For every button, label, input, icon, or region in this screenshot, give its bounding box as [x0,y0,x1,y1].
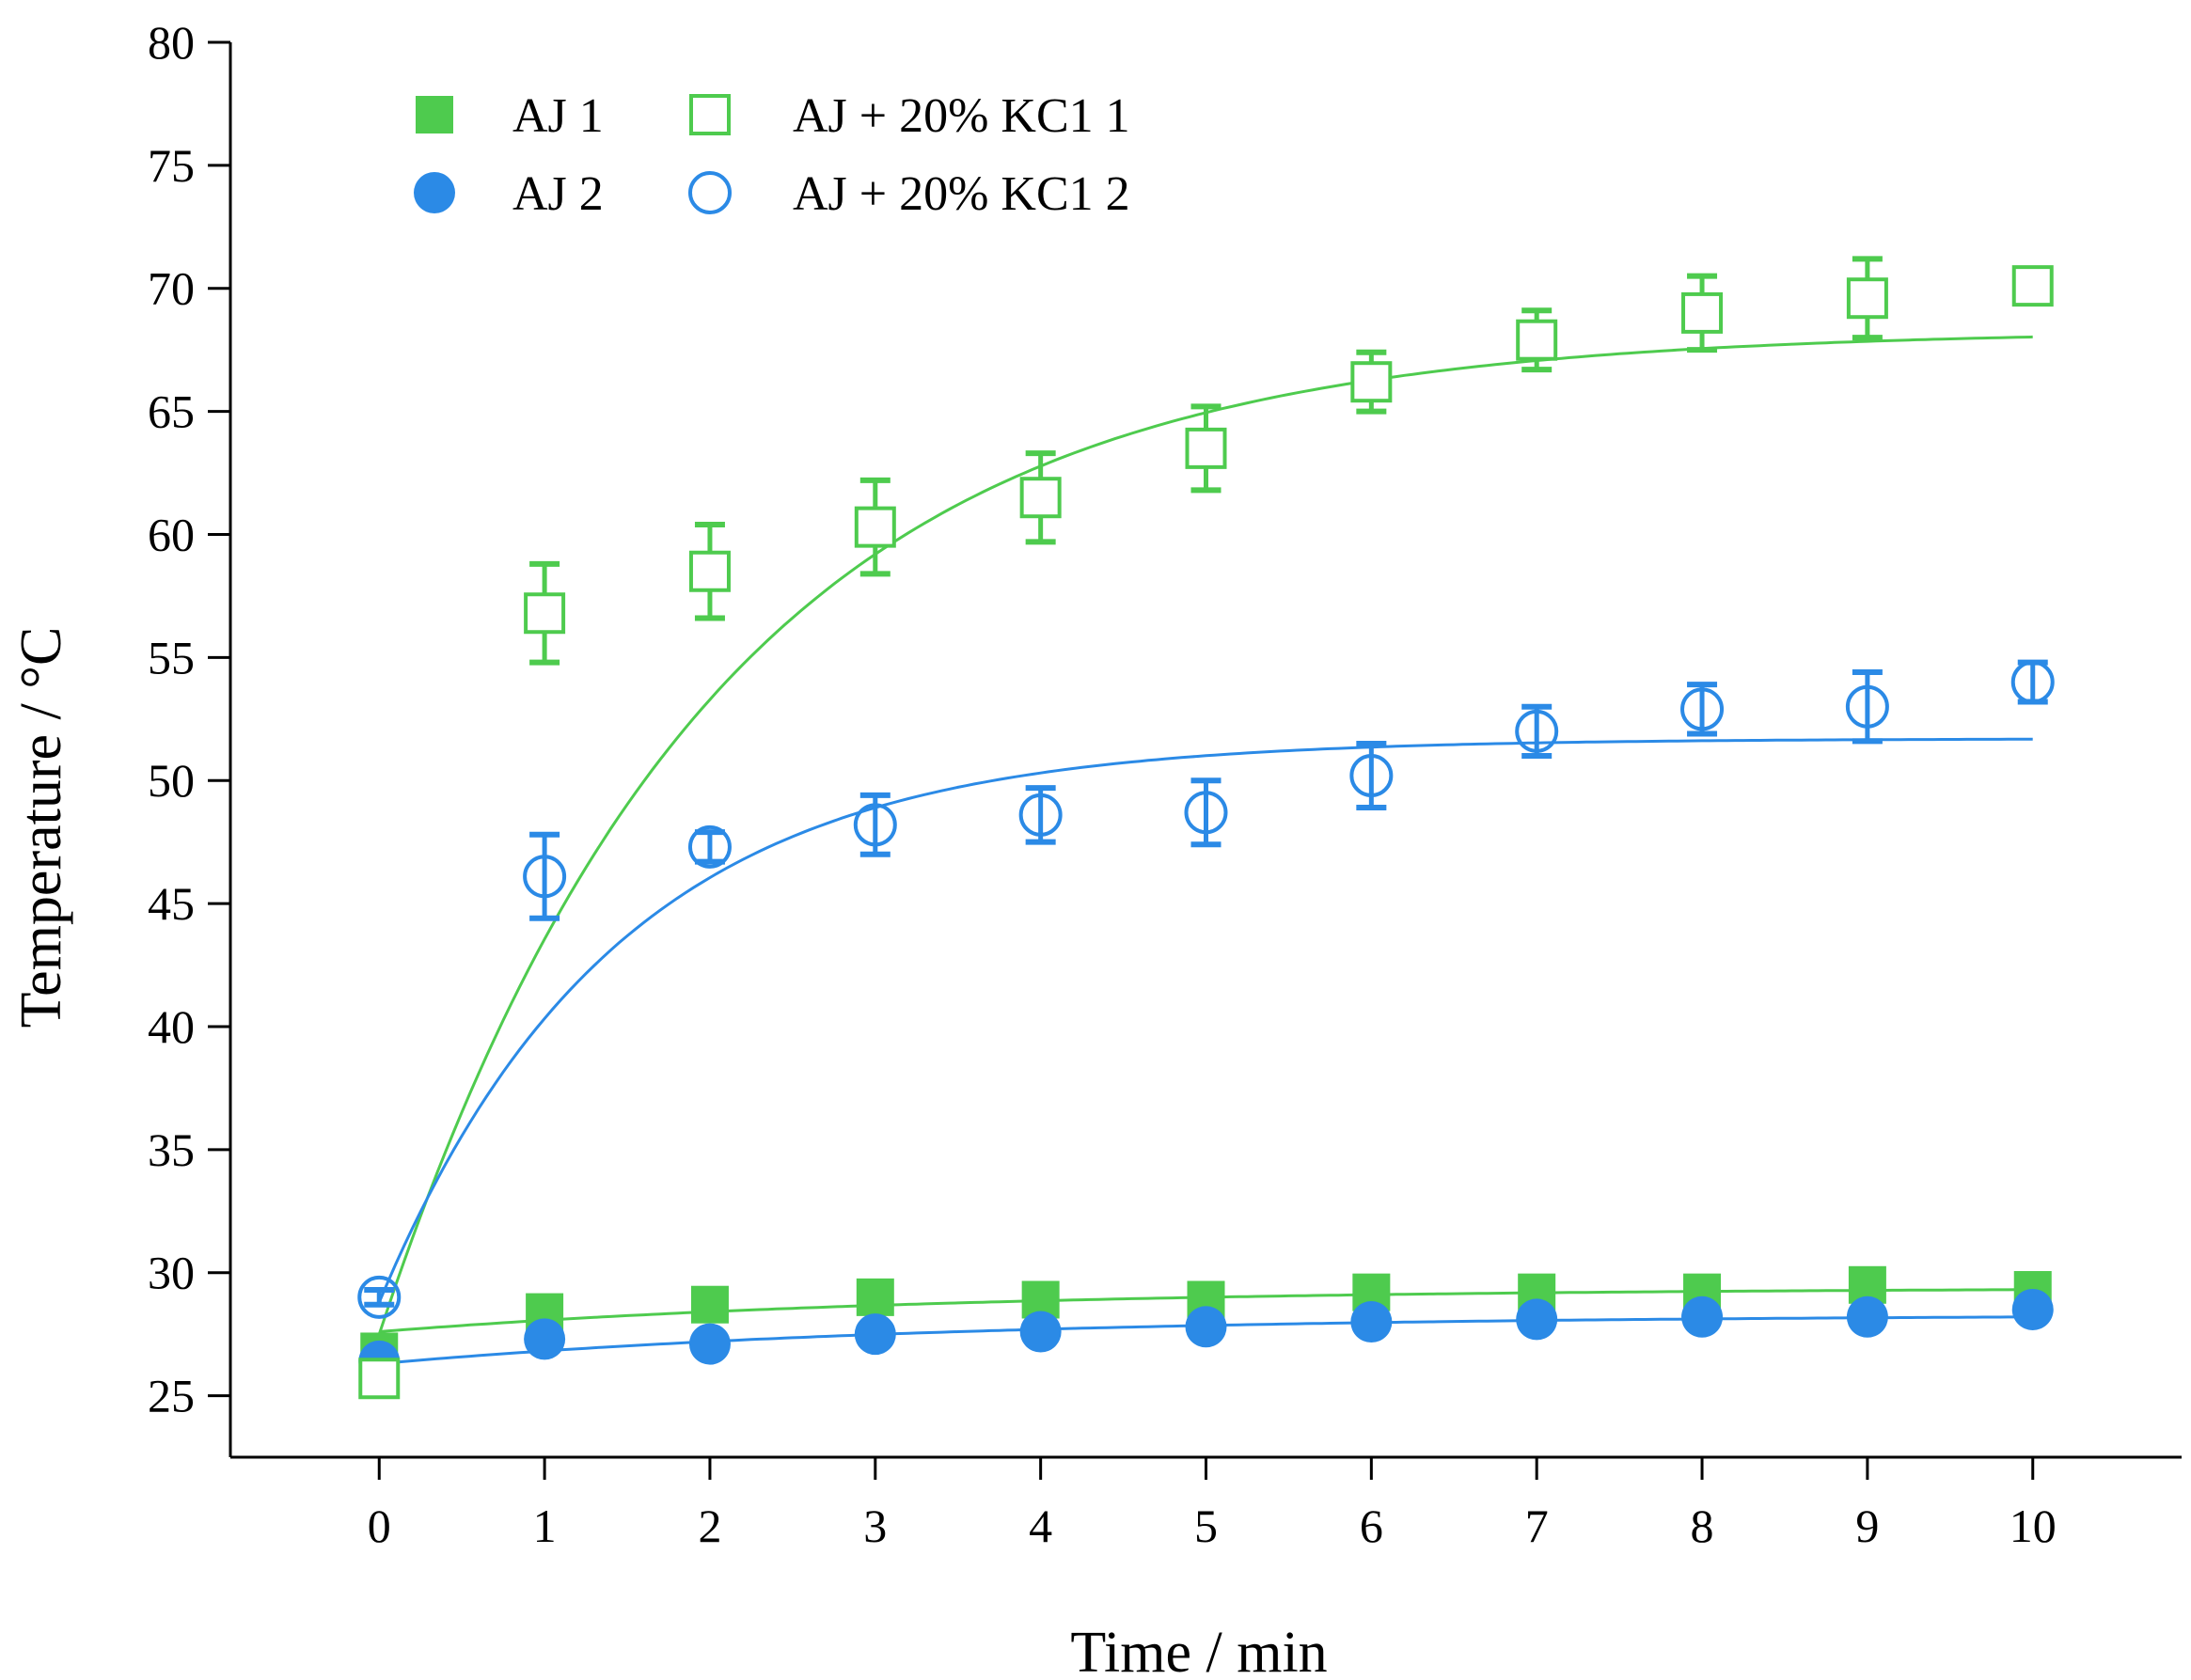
x-tick-label: 2 [698,1499,721,1552]
y-tick-label: 55 [148,631,195,683]
y-tick-label: 45 [148,877,195,930]
y-tick-label: 70 [148,262,195,315]
data-point-series-4 [1184,791,1228,835]
error-bar [1521,703,1553,760]
data-point-series-4 [853,803,897,847]
data-point-series-4 [357,1275,402,1319]
data-point-series-3 [358,1358,401,1400]
legend: AJ 1 AJ 2 AJ + 20% KC1 1 AJ + 20% KC1 2 [414,89,1130,221]
data-point-series-4 [523,855,567,899]
data-point-series-2 [1681,1295,1724,1338]
y-tick-label: 30 [148,1247,195,1299]
legend-label: AJ + 20% KC1 1 [793,89,1130,143]
data-point-series-4 [1515,709,1559,753]
y-axis-title: Temperature / °C [9,627,73,1028]
error-bar [1852,669,1883,745]
legend-item: AJ 2 [414,167,604,221]
x-tick-label: 8 [1691,1499,1714,1552]
data-point-series-3 [524,592,566,635]
legend-label: AJ 2 [512,167,604,221]
data-point-series-2 [1185,1306,1227,1348]
data-point-series-2 [1350,1301,1393,1343]
error-bar [529,831,560,921]
data-point-series-3 [1516,319,1558,361]
x-tick-label: 3 [863,1499,887,1552]
y-tick-label: 75 [148,139,195,192]
y-axis: 25 30 35 40 45 50 55 60 65 70 75 80 [148,16,230,1422]
y-tick-label: 35 [148,1123,195,1176]
data-point-series-2 [1516,1298,1558,1341]
data-point-series-3 [1681,291,1724,334]
y-tick-label: 25 [148,1370,195,1422]
legend-marker [689,94,731,135]
y-tick-label: 80 [148,16,195,69]
data-point-series-1 [856,1278,894,1316]
x-tick-label: 9 [1855,1499,1879,1552]
legend-marker [414,172,455,213]
y-tick-label: 60 [148,508,195,560]
data-point-series-4 [1845,684,1889,729]
legend-marker [688,171,732,214]
x-axis-title: Time / min [1070,1621,1327,1680]
data-point-series-3 [688,550,731,592]
y-tick-label: 65 [148,385,195,438]
error-bar [364,1287,395,1308]
legend-label: AJ + 20% KC1 2 [793,167,1130,221]
x-tick-label: 7 [1525,1499,1549,1552]
x-axis: 0 1 2 3 4 5 6 7 8 9 10 [368,1457,2057,1552]
data-point-series-3 [1350,361,1393,403]
x-tick-label: 5 [1194,1499,1218,1552]
legend-marker [416,96,453,133]
legend-item: AJ + 20% KC1 2 [688,167,1130,221]
data-point-series-2 [854,1313,896,1356]
x-tick-label: 10 [2010,1499,2057,1552]
data-point-series-4 [2010,660,2055,704]
error-bar [1687,682,1718,737]
y-tick-label: 40 [148,1000,195,1053]
x-tick-label: 0 [368,1499,391,1552]
data-point-series-3 [1846,277,1888,320]
legend-label: AJ 1 [512,89,604,143]
data-point-series-2 [524,1318,566,1360]
y-tick-label: 50 [148,754,195,807]
data-point-series-2 [2011,1288,2054,1330]
fit-line-series-4 [377,737,2033,1303]
data-point-series-4 [1680,687,1725,731]
legend-item: AJ 1 [416,89,604,143]
data-point-series-3 [1185,427,1227,469]
x-tick-label: 6 [1360,1499,1383,1552]
plot-frame [229,42,2182,1459]
data-point-series-3 [854,506,896,548]
data-point-series-2 [1019,1311,1062,1353]
data-point-series-2 [688,1323,731,1365]
legend-item: AJ + 20% KC1 1 [689,89,1130,143]
data-point-series-4 [687,824,732,869]
data-point-series-2 [1846,1295,1888,1338]
data-point-series-1 [690,1285,729,1324]
x-tick-label: 1 [533,1499,557,1552]
error-bar [694,829,725,865]
data-point-series-4 [1349,753,1394,797]
data-point-series-4 [1018,793,1063,837]
markers [357,265,2055,1400]
data-point-series-3 [1019,477,1062,519]
data-point-series-3 [2011,265,2054,307]
x-tick-label: 4 [1029,1499,1052,1552]
